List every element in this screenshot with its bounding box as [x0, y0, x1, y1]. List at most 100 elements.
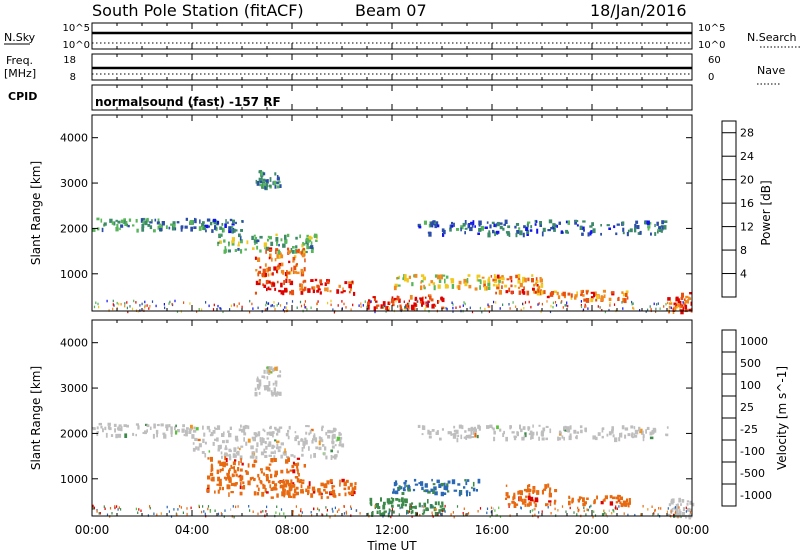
scatter-cell	[183, 433, 186, 437]
scatter-cell	[517, 286, 521, 289]
scatter-cell	[183, 301, 185, 304]
scatter-cell	[217, 242, 219, 247]
scatter-cell	[126, 424, 129, 428]
scatter-cell	[192, 447, 196, 452]
scatter-cell	[398, 485, 401, 490]
scatter-cell	[421, 433, 424, 436]
scatter-cell	[230, 508, 232, 511]
scatter-cell	[579, 225, 583, 230]
scatter-cell	[525, 489, 529, 493]
scatter-cell	[611, 429, 614, 434]
scatter-cell	[603, 513, 605, 516]
scatter-cell	[418, 225, 422, 229]
scatter-cell	[452, 310, 454, 313]
scatter-cell	[228, 469, 230, 474]
scatter-cell	[259, 480, 262, 484]
scatter-cell	[321, 513, 323, 516]
scatter-cell	[487, 282, 491, 287]
scatter-cell	[691, 502, 695, 507]
scatter-cell	[332, 510, 334, 513]
scatter-cell	[170, 515, 173, 518]
scatter-cell	[176, 221, 180, 224]
scatter-cell	[675, 296, 679, 302]
scatter-cell	[583, 501, 587, 505]
scatter-cell	[540, 283, 544, 288]
scatter-cell	[230, 491, 234, 494]
scatter-cell	[253, 234, 256, 237]
scatter-cell	[243, 432, 247, 436]
scatter-cell	[497, 221, 500, 227]
scatter-cell	[545, 503, 549, 506]
scatter-cell	[295, 245, 298, 249]
scatter-cell	[301, 511, 303, 514]
scatter-cell	[147, 224, 151, 227]
scatter-cell	[156, 433, 158, 438]
scatter-cell	[228, 492, 230, 497]
scatter-cell	[611, 512, 613, 515]
scatter-cell	[219, 462, 223, 467]
scatter-cell	[279, 370, 282, 373]
scatter-cell	[270, 496, 274, 499]
scatter-cell	[589, 231, 592, 236]
scatter-cell	[590, 291, 594, 294]
scatter-cell	[508, 287, 511, 293]
scatter-cell	[534, 223, 537, 226]
scatter-cell	[672, 498, 675, 503]
scatter-cell	[464, 280, 469, 284]
scatter-cell	[291, 300, 294, 303]
scatter-cell	[240, 458, 242, 463]
scatter-cell	[103, 222, 107, 226]
scatter-cell	[444, 278, 446, 284]
scatter-cell	[515, 274, 519, 279]
scatter-cell	[685, 300, 688, 304]
scatter-cell	[106, 299, 108, 303]
scatter-cell	[453, 425, 456, 429]
scatter-cell	[313, 286, 316, 290]
scatter-cell	[476, 489, 478, 492]
scatter-cell	[392, 510, 395, 514]
scatter-cell	[581, 289, 584, 293]
scatter-cell	[678, 510, 682, 516]
scatter-cell	[252, 307, 254, 310]
scatter-cell	[450, 280, 453, 284]
scatter-cell	[446, 483, 449, 488]
scatter-cell	[430, 280, 434, 284]
scatter-cell	[465, 490, 469, 494]
scatter-cell	[265, 179, 268, 184]
scatter-cell	[326, 509, 328, 512]
scatter-cell	[297, 462, 300, 466]
scatter-cell	[274, 439, 277, 442]
scatter-cell	[219, 240, 222, 244]
scatter-cell	[676, 306, 678, 309]
scatter-cell	[164, 306, 166, 310]
scatter-cell	[318, 491, 322, 496]
scatter-cell	[527, 221, 531, 224]
scatter-cell	[483, 283, 486, 288]
scatter-cell	[569, 506, 571, 510]
scatter-cell	[311, 440, 314, 444]
scatter-cell	[622, 292, 626, 297]
scatter-cell	[534, 503, 537, 508]
scatter-cell	[427, 490, 431, 494]
scatter-cell	[608, 431, 612, 436]
scatter-cell	[509, 425, 512, 429]
scatter-cell	[421, 486, 424, 491]
scatter-cell	[496, 230, 500, 234]
scatter-cell	[680, 296, 684, 300]
scatter-cell	[401, 492, 405, 495]
scatter-cell	[270, 281, 273, 285]
scatter-cell	[583, 506, 585, 509]
scatter-cell	[679, 308, 682, 312]
scatter-cell	[278, 374, 282, 378]
scatter-cell	[402, 277, 406, 281]
scatter-cell	[373, 296, 376, 302]
scatter-cell	[464, 479, 467, 482]
scatter-cell	[386, 498, 391, 503]
scatter-cell	[286, 273, 288, 279]
scatter-cell	[135, 301, 137, 304]
scatter-cell	[274, 380, 278, 385]
scatter-cell	[230, 482, 234, 486]
scatter-cell	[294, 463, 297, 467]
scatter-cell	[601, 427, 604, 433]
